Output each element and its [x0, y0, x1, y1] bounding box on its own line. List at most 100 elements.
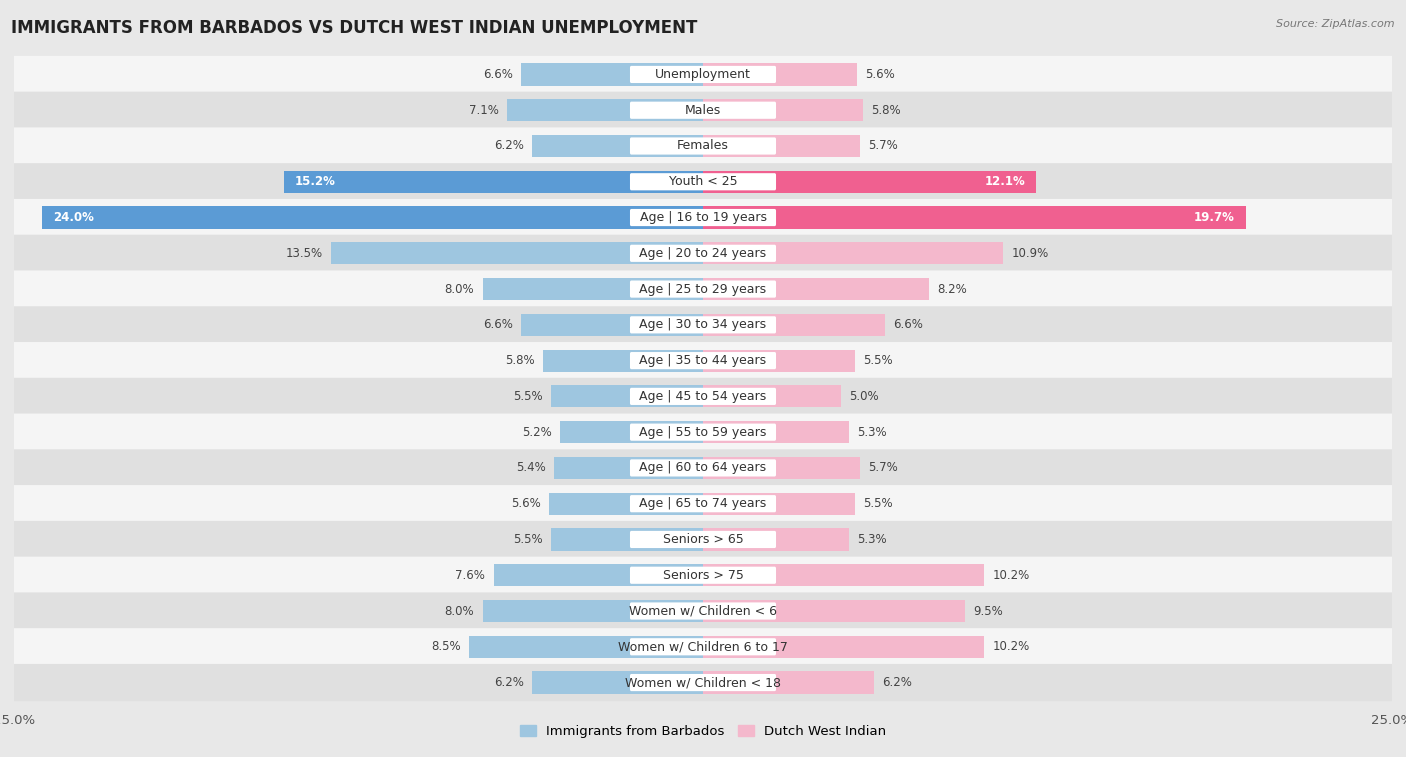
- FancyBboxPatch shape: [14, 378, 1392, 415]
- Bar: [531, 671, 703, 693]
- Text: 5.6%: 5.6%: [510, 497, 540, 510]
- Text: Females: Females: [678, 139, 728, 152]
- Text: Women w/ Children < 18: Women w/ Children < 18: [626, 676, 780, 689]
- Text: 5.3%: 5.3%: [858, 425, 887, 438]
- Text: 5.5%: 5.5%: [863, 497, 893, 510]
- FancyBboxPatch shape: [14, 307, 1392, 344]
- FancyBboxPatch shape: [14, 164, 1392, 201]
- Text: 15.2%: 15.2%: [295, 176, 336, 188]
- FancyBboxPatch shape: [14, 235, 1392, 272]
- Bar: [543, 350, 703, 372]
- Text: 10.2%: 10.2%: [993, 640, 1029, 653]
- Text: Source: ZipAtlas.com: Source: ZipAtlas.com: [1277, 19, 1395, 29]
- FancyBboxPatch shape: [14, 485, 1392, 522]
- Bar: [703, 671, 875, 693]
- FancyBboxPatch shape: [630, 138, 776, 154]
- Bar: [703, 528, 849, 550]
- FancyBboxPatch shape: [14, 92, 1392, 129]
- FancyBboxPatch shape: [630, 459, 776, 476]
- Text: 6.2%: 6.2%: [494, 139, 524, 152]
- Text: Age | 65 to 74 years: Age | 65 to 74 years: [640, 497, 766, 510]
- Bar: [482, 600, 703, 622]
- Text: 8.0%: 8.0%: [444, 605, 474, 618]
- Text: Age | 16 to 19 years: Age | 16 to 19 years: [640, 211, 766, 224]
- Text: 9.5%: 9.5%: [973, 605, 1002, 618]
- Text: 8.0%: 8.0%: [444, 282, 474, 295]
- FancyBboxPatch shape: [630, 638, 776, 656]
- Text: 5.5%: 5.5%: [863, 354, 893, 367]
- Text: 5.7%: 5.7%: [869, 462, 898, 475]
- Bar: [482, 278, 703, 301]
- FancyBboxPatch shape: [630, 603, 776, 619]
- FancyBboxPatch shape: [630, 352, 776, 369]
- Bar: [560, 421, 703, 444]
- Text: 6.2%: 6.2%: [882, 676, 912, 689]
- Text: 7.6%: 7.6%: [456, 569, 485, 581]
- Bar: [522, 313, 703, 336]
- FancyBboxPatch shape: [630, 66, 776, 83]
- FancyBboxPatch shape: [14, 270, 1392, 307]
- Bar: [494, 564, 703, 587]
- Text: Youth < 25: Youth < 25: [669, 176, 737, 188]
- Text: Women w/ Children 6 to 17: Women w/ Children 6 to 17: [619, 640, 787, 653]
- FancyBboxPatch shape: [14, 450, 1392, 487]
- FancyBboxPatch shape: [14, 628, 1392, 665]
- Bar: [468, 636, 703, 658]
- Text: 5.5%: 5.5%: [513, 390, 543, 403]
- Text: 5.2%: 5.2%: [522, 425, 551, 438]
- FancyBboxPatch shape: [630, 388, 776, 405]
- FancyBboxPatch shape: [14, 127, 1392, 164]
- Bar: [548, 493, 703, 515]
- FancyBboxPatch shape: [630, 495, 776, 512]
- Text: 19.7%: 19.7%: [1194, 211, 1234, 224]
- Text: Age | 55 to 59 years: Age | 55 to 59 years: [640, 425, 766, 438]
- Text: Males: Males: [685, 104, 721, 117]
- Text: 10.2%: 10.2%: [993, 569, 1029, 581]
- Bar: [703, 636, 984, 658]
- Text: Seniors > 75: Seniors > 75: [662, 569, 744, 581]
- Bar: [703, 385, 841, 407]
- Bar: [703, 170, 1036, 193]
- FancyBboxPatch shape: [630, 281, 776, 298]
- FancyBboxPatch shape: [14, 556, 1392, 593]
- Bar: [703, 493, 855, 515]
- Bar: [703, 64, 858, 86]
- Bar: [508, 99, 703, 121]
- FancyBboxPatch shape: [630, 173, 776, 190]
- FancyBboxPatch shape: [630, 424, 776, 441]
- Bar: [703, 564, 984, 587]
- Text: 5.5%: 5.5%: [513, 533, 543, 546]
- Text: 5.6%: 5.6%: [866, 68, 896, 81]
- Text: Age | 25 to 29 years: Age | 25 to 29 years: [640, 282, 766, 295]
- Text: 6.6%: 6.6%: [484, 319, 513, 332]
- Bar: [703, 313, 884, 336]
- Bar: [703, 350, 855, 372]
- FancyBboxPatch shape: [14, 413, 1392, 450]
- FancyBboxPatch shape: [14, 56, 1392, 93]
- Bar: [703, 135, 860, 157]
- Text: 10.9%: 10.9%: [1012, 247, 1049, 260]
- Bar: [703, 278, 929, 301]
- Text: 6.6%: 6.6%: [484, 68, 513, 81]
- Text: 8.5%: 8.5%: [430, 640, 461, 653]
- Bar: [703, 600, 965, 622]
- Text: 24.0%: 24.0%: [52, 211, 94, 224]
- FancyBboxPatch shape: [630, 209, 776, 226]
- Text: 8.2%: 8.2%: [938, 282, 967, 295]
- Bar: [551, 528, 703, 550]
- Text: Age | 35 to 44 years: Age | 35 to 44 years: [640, 354, 766, 367]
- Bar: [703, 242, 1004, 264]
- Text: Age | 45 to 54 years: Age | 45 to 54 years: [640, 390, 766, 403]
- FancyBboxPatch shape: [630, 674, 776, 691]
- Bar: [554, 456, 703, 479]
- Text: 5.4%: 5.4%: [516, 462, 546, 475]
- FancyBboxPatch shape: [14, 199, 1392, 236]
- Text: 5.7%: 5.7%: [869, 139, 898, 152]
- Text: IMMIGRANTS FROM BARBADOS VS DUTCH WEST INDIAN UNEMPLOYMENT: IMMIGRANTS FROM BARBADOS VS DUTCH WEST I…: [11, 19, 697, 37]
- FancyBboxPatch shape: [630, 567, 776, 584]
- Text: 5.8%: 5.8%: [505, 354, 534, 367]
- Text: Unemployment: Unemployment: [655, 68, 751, 81]
- Text: 13.5%: 13.5%: [285, 247, 323, 260]
- Legend: Immigrants from Barbados, Dutch West Indian: Immigrants from Barbados, Dutch West Ind…: [515, 719, 891, 743]
- Bar: [703, 207, 1246, 229]
